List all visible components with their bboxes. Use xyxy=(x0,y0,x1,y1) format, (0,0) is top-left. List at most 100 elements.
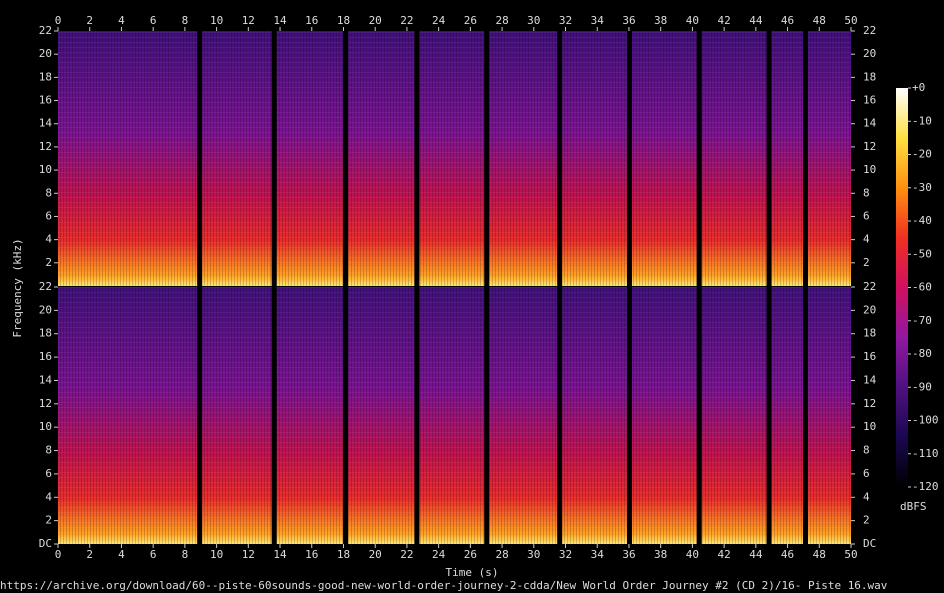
x-tick-label: 14 xyxy=(273,548,287,561)
colorbar-tick-label: -60 xyxy=(912,281,932,294)
track-gap xyxy=(696,287,702,544)
x-tick-label: 30 xyxy=(527,14,540,27)
y-tick-label: 18 xyxy=(863,327,876,340)
track-gap xyxy=(271,31,277,286)
x-tick-label: 30 xyxy=(527,548,540,561)
x-tick-label: 14 xyxy=(273,14,287,27)
y-tick-label: 4 xyxy=(863,233,870,246)
y-tick-label: 22 xyxy=(863,24,876,37)
track-gap xyxy=(803,31,809,286)
y-tick-label: 2 xyxy=(863,514,870,527)
y-tick-label: 12 xyxy=(863,140,876,153)
y-tick-label: 16 xyxy=(863,350,876,363)
x-tick-label: 50 xyxy=(844,14,857,27)
x-tick-label: 16 xyxy=(305,548,318,561)
track-gap xyxy=(803,287,809,544)
x-tick-label: 28 xyxy=(495,548,508,561)
x-tick-label: 18 xyxy=(337,548,350,561)
y-tick-label: 18 xyxy=(39,70,52,83)
y-tick-label: 8 xyxy=(45,444,52,457)
y-tick-label: 2 xyxy=(45,256,52,269)
x-tick-label: 10 xyxy=(210,14,223,27)
y-tick-label: 8 xyxy=(45,186,52,199)
footer-path: https://archive.org/download/60--piste-6… xyxy=(0,579,888,592)
x-tick-label: 8 xyxy=(182,548,189,561)
x-tick-label: 6 xyxy=(150,548,157,561)
x-tick-label: 40 xyxy=(686,14,699,27)
y-tick-label: 4 xyxy=(45,233,52,246)
x-tick-label: 48 xyxy=(813,548,826,561)
x-tick-label: 46 xyxy=(781,548,794,561)
y-tick-label: 10 xyxy=(39,163,52,176)
x-tick-label: 16 xyxy=(305,14,318,27)
track-gap xyxy=(343,31,349,286)
y-tick-label: 6 xyxy=(45,467,52,480)
track-gap xyxy=(626,287,632,544)
y-tick-label: 20 xyxy=(39,47,52,60)
track-gap xyxy=(484,287,490,544)
colorbar-tick-label: -40 xyxy=(912,214,932,227)
x-tick-label: 0 xyxy=(55,14,62,27)
track-gap xyxy=(414,31,420,286)
y-tick-label: 22 xyxy=(39,24,52,37)
colorbar-tick-label: -110 xyxy=(912,447,939,460)
colorbar-tick-label: -10 xyxy=(912,114,932,127)
y-tick-label: 6 xyxy=(863,467,870,480)
y-tick-label: 22 xyxy=(39,280,52,293)
x-tick-label: 26 xyxy=(464,14,477,27)
y-tick-label: 8 xyxy=(863,186,870,199)
y-tick-label: 16 xyxy=(39,94,52,107)
track-gap xyxy=(484,31,490,286)
x-axis-label: Time (s) xyxy=(446,566,499,579)
y-axis-label: Frequency (kHz) xyxy=(11,238,24,337)
colorbar-tick-label: -90 xyxy=(912,380,932,393)
x-tick-label: 18 xyxy=(337,14,350,27)
track-gap xyxy=(696,31,702,286)
track-gap xyxy=(271,287,277,544)
y-tick-label: 14 xyxy=(863,117,877,130)
x-tick-label: 38 xyxy=(654,14,667,27)
track-gap xyxy=(766,31,772,286)
colorbar-label: dBFS xyxy=(900,500,927,513)
x-tick-label: 28 xyxy=(495,14,508,27)
track-gap xyxy=(557,31,563,286)
x-tick-label: 34 xyxy=(591,14,605,27)
x-tick-label: 0 xyxy=(55,548,62,561)
y-tick-label: 20 xyxy=(863,47,876,60)
x-tick-label: 36 xyxy=(622,548,635,561)
y-tick-label: 2 xyxy=(45,514,52,527)
x-tick-label: 2 xyxy=(86,14,93,27)
track-gap xyxy=(766,287,772,544)
y-tick-label: DC xyxy=(863,537,876,550)
x-tick-label: 24 xyxy=(432,548,446,561)
x-tick-label: 32 xyxy=(559,14,572,27)
y-tick-label: 12 xyxy=(863,397,876,410)
x-tick-label: 20 xyxy=(369,548,382,561)
x-tick-label: 50 xyxy=(844,548,857,561)
y-tick-label: 16 xyxy=(39,350,52,363)
x-tick-label: 38 xyxy=(654,548,667,561)
spectrogram-texture xyxy=(58,31,851,286)
x-tick-label: 34 xyxy=(591,548,605,561)
x-tick-label: 44 xyxy=(749,548,763,561)
x-tick-label: 20 xyxy=(369,14,382,27)
x-tick-label: 36 xyxy=(622,14,635,27)
y-tick-label: 6 xyxy=(45,209,52,222)
x-tick-label: 46 xyxy=(781,14,794,27)
x-tick-label: 22 xyxy=(400,548,413,561)
x-tick-label: 22 xyxy=(400,14,413,27)
y-tick-label: 20 xyxy=(863,303,876,316)
y-tick-label: 12 xyxy=(39,397,52,410)
colorbar-tick-label: -30 xyxy=(912,181,932,194)
x-tick-label: 26 xyxy=(464,548,477,561)
spectrogram-texture xyxy=(58,287,851,544)
x-tick-label: 24 xyxy=(432,14,446,27)
y-tick-label: DC xyxy=(39,537,52,550)
colorbar-tick-label: +0 xyxy=(912,81,925,94)
colorbar-tick-label: -100 xyxy=(912,414,939,427)
x-tick-label: 12 xyxy=(242,548,255,561)
x-tick-label: 44 xyxy=(749,14,763,27)
track-gap xyxy=(197,287,203,544)
y-tick-label: 6 xyxy=(863,209,870,222)
